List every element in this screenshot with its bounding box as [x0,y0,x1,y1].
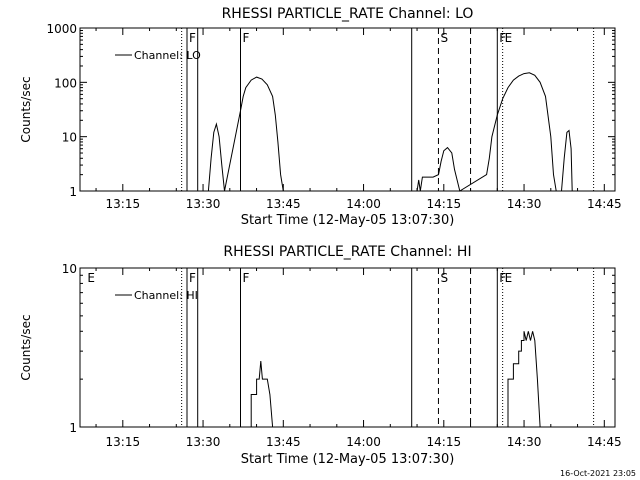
x-tick-label: 13:45 [266,435,301,449]
y-tick-label: 1 [69,185,77,199]
x-tick-label: 13:45 [266,197,301,211]
x-tick-label: 13:30 [186,435,221,449]
chart-panel-hi: RHESSI PARTICLE_RATE Channel: HI 13:15 13:… [19,244,622,467]
x-tick-label: 14:00 [346,435,381,449]
x-tick-label: 14:45 [587,197,622,211]
y-tick-label: 10 [62,262,77,276]
x-tick-label: 14:00 [346,197,381,211]
event-marker-label: F [189,271,196,285]
data-series-line [207,72,573,192]
x-tick-label: 14:30 [507,435,542,449]
y-tick-label: 100 [54,76,77,90]
legend-label: Channel: LO [127,49,201,62]
event-marker-label: E [505,271,513,285]
y-tick-label: 1 [69,421,77,435]
chart-title: RHESSI PARTICLE_RATE Channel: HI [223,244,471,260]
legend-label: Channel: HI [127,289,198,302]
x-tick-label: 13:15 [106,197,141,211]
event-marker-label: F [189,31,196,45]
x-tick-label: 13:15 [106,435,141,449]
x-tick-label: 13:30 [186,197,221,211]
event-marker-label: F [243,31,250,45]
footer-timestamp: 16-Oct-2021 23:05 [560,469,636,478]
chart-title: RHESSI PARTICLE_RATE Channel: LO [222,6,474,22]
event-marker-label: S [440,31,448,45]
x-tick-label: 14:15 [427,197,462,211]
y-axis-label: Counts/sec [19,314,33,380]
x-tick-label: 14:15 [427,435,462,449]
y-axis-label: Counts/sec [19,76,33,142]
event-marker-label: E [505,31,513,45]
x-axis-label: Start Time (12-May-05 13:07:30) [241,213,455,228]
data-series-line [250,331,541,428]
x-tick-label: 14:45 [587,435,622,449]
y-tick-label: 1000 [46,22,77,36]
event-marker-label: E [87,271,95,285]
y-tick-label: 10 [62,131,77,145]
x-axis-label: Start Time (12-May-05 13:07:30) [241,452,455,467]
event-marker-label: S [440,271,448,285]
event-marker-label: F [243,271,250,285]
x-tick-label: 14:30 [507,197,542,211]
chart-panel-lo: RHESSI PARTICLE_RATE Channel: LO 13:15 13:… [19,6,622,228]
